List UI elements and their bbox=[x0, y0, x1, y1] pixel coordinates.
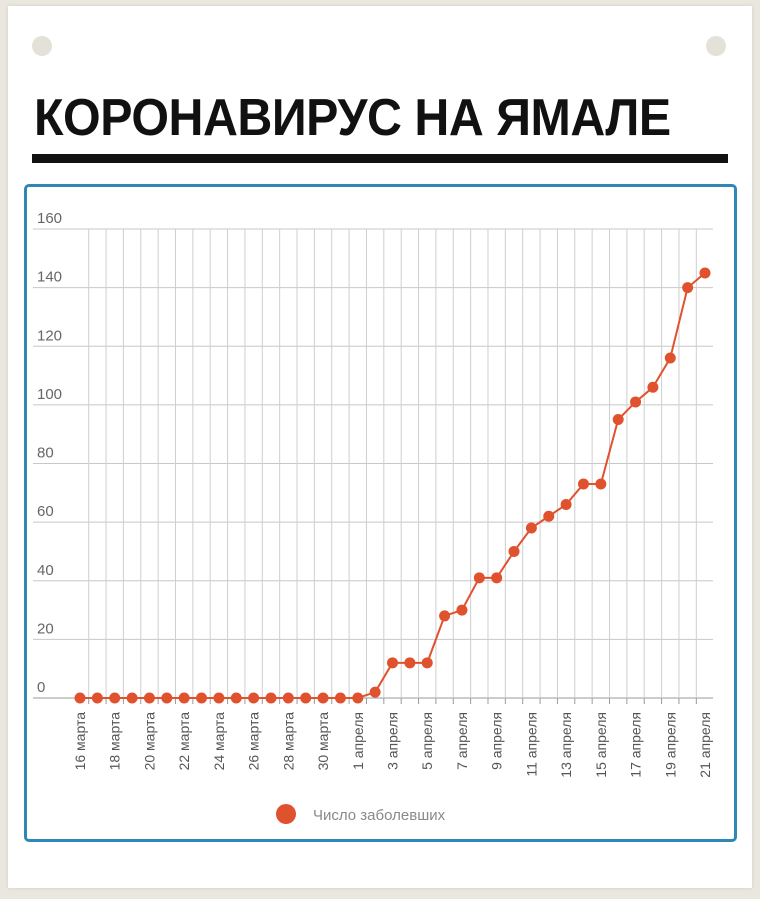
page-title: КОРОНАВИРУС НА ЯМАЛЕ bbox=[34, 89, 671, 147]
x-tick-label: 20 марта bbox=[141, 712, 157, 771]
y-tick-label: 160 bbox=[37, 210, 62, 227]
data-point bbox=[525, 522, 537, 534]
data-point bbox=[387, 657, 398, 669]
data-point bbox=[230, 692, 242, 704]
data-point bbox=[126, 692, 138, 704]
x-tick-label: 7 апреля bbox=[454, 712, 470, 770]
x-tick-label: 18 марта bbox=[107, 712, 123, 771]
x-tick-label: 26 марта bbox=[246, 712, 262, 771]
y-tick-label: 120 bbox=[37, 327, 62, 344]
x-tick-label: 3 апреля bbox=[385, 712, 401, 770]
data-point bbox=[647, 381, 659, 393]
x-tick-label: 13 апреля bbox=[558, 712, 574, 778]
grid-lines bbox=[33, 228, 713, 704]
legend-label: Число заболевших bbox=[313, 807, 446, 824]
y-tick-label: 20 bbox=[37, 620, 54, 637]
data-point bbox=[74, 692, 86, 704]
data-point bbox=[248, 692, 260, 704]
x-tick-label: 11 апреля bbox=[523, 712, 539, 777]
data-point bbox=[213, 692, 225, 704]
series-line bbox=[80, 272, 706, 699]
x-tick-label: 16 марта bbox=[72, 712, 88, 771]
x-tick-label: 28 марта bbox=[280, 712, 296, 771]
data-point bbox=[577, 478, 589, 490]
data-point bbox=[265, 692, 277, 704]
y-tick-label: 100 bbox=[37, 386, 62, 403]
data-point bbox=[91, 692, 103, 704]
data-point bbox=[109, 692, 121, 704]
x-tick-label: 15 апреля bbox=[593, 712, 609, 778]
line-chart: 0 20 40 60 80 100 120 140 160 16 марта 18 марта 20 … bbox=[33, 210, 713, 824]
x-tick-label: 22 марта bbox=[176, 712, 192, 771]
data-point bbox=[161, 692, 173, 704]
data-point bbox=[473, 572, 485, 584]
data-point bbox=[543, 510, 555, 522]
data-point bbox=[143, 692, 155, 704]
infographic-card: КОРОНАВИРУС НА ЯМАЛЕ 0 20 40 60 80 100 120 140 1… bbox=[8, 6, 752, 888]
y-tick-label: 40 bbox=[37, 562, 54, 579]
data-point bbox=[664, 352, 676, 364]
x-tick-label: 17 апреля bbox=[628, 712, 644, 778]
x-tick-label: 19 апреля bbox=[662, 712, 678, 778]
data-point bbox=[178, 692, 190, 704]
data-point bbox=[595, 478, 607, 490]
data-point bbox=[282, 692, 294, 704]
data-point bbox=[630, 396, 642, 408]
data-point bbox=[196, 692, 208, 704]
data-point bbox=[456, 604, 468, 616]
pin-left-decoration bbox=[32, 36, 52, 56]
data-point bbox=[352, 692, 364, 704]
data-point bbox=[699, 267, 711, 279]
title-underline bbox=[32, 154, 728, 163]
data-point bbox=[508, 545, 520, 557]
data-point bbox=[682, 282, 694, 294]
data-point bbox=[439, 610, 451, 622]
chart-frame: 0 20 40 60 80 100 120 140 160 16 марта 18 марта 20 … bbox=[24, 184, 737, 842]
x-tick-label: 5 апреля bbox=[419, 712, 435, 770]
data-point bbox=[491, 572, 503, 584]
x-tick-label: 1 апреля bbox=[350, 712, 366, 770]
data-point bbox=[560, 499, 572, 511]
y-tick-label: 0 bbox=[37, 679, 45, 696]
data-point bbox=[300, 692, 312, 704]
y-tick-label: 60 bbox=[37, 503, 54, 520]
y-tick-label: 140 bbox=[37, 269, 62, 286]
x-tick-label: 21 апреля bbox=[697, 712, 713, 778]
pin-right-decoration bbox=[706, 36, 726, 56]
data-point bbox=[334, 692, 346, 704]
y-tick-label: 80 bbox=[37, 445, 54, 462]
data-point bbox=[612, 414, 624, 426]
data-point bbox=[317, 692, 329, 704]
data-point bbox=[421, 657, 433, 669]
x-tick-label: 24 марта bbox=[211, 712, 227, 771]
legend-marker bbox=[276, 804, 296, 824]
x-tick-label: 30 марта bbox=[315, 712, 331, 771]
data-point bbox=[404, 657, 416, 669]
x-tick-label: 9 апреля bbox=[489, 712, 505, 770]
data-point bbox=[369, 686, 381, 698]
